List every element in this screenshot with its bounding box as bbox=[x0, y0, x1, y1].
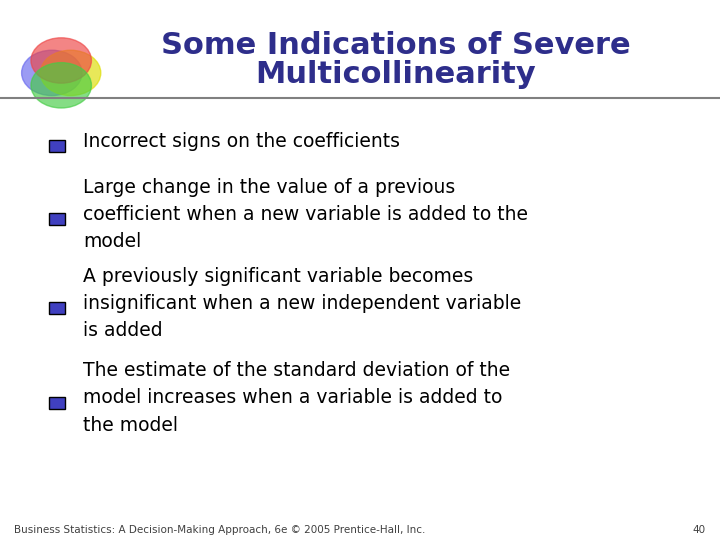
FancyBboxPatch shape bbox=[49, 213, 65, 225]
Text: A previously significant variable becomes
insignificant when a new independent v: A previously significant variable become… bbox=[83, 267, 521, 340]
Text: Incorrect signs on the coefficients: Incorrect signs on the coefficients bbox=[83, 132, 400, 151]
Circle shape bbox=[31, 63, 91, 108]
Text: 40: 40 bbox=[693, 525, 706, 535]
FancyBboxPatch shape bbox=[49, 140, 65, 152]
Text: Business Statistics: A Decision-Making Approach, 6e © 2005 Prentice-Hall, Inc.: Business Statistics: A Decision-Making A… bbox=[14, 525, 426, 535]
Text: Multicollinearity: Multicollinearity bbox=[256, 60, 536, 89]
FancyBboxPatch shape bbox=[49, 397, 65, 409]
Text: Large change in the value of a previous
coefficient when a new variable is added: Large change in the value of a previous … bbox=[83, 178, 528, 251]
Text: Some Indications of Severe: Some Indications of Severe bbox=[161, 31, 631, 60]
Circle shape bbox=[31, 38, 91, 83]
FancyBboxPatch shape bbox=[49, 302, 65, 314]
Text: The estimate of the standard deviation of the
model increases when a variable is: The estimate of the standard deviation o… bbox=[83, 361, 510, 435]
Circle shape bbox=[40, 50, 101, 96]
Circle shape bbox=[22, 50, 82, 96]
